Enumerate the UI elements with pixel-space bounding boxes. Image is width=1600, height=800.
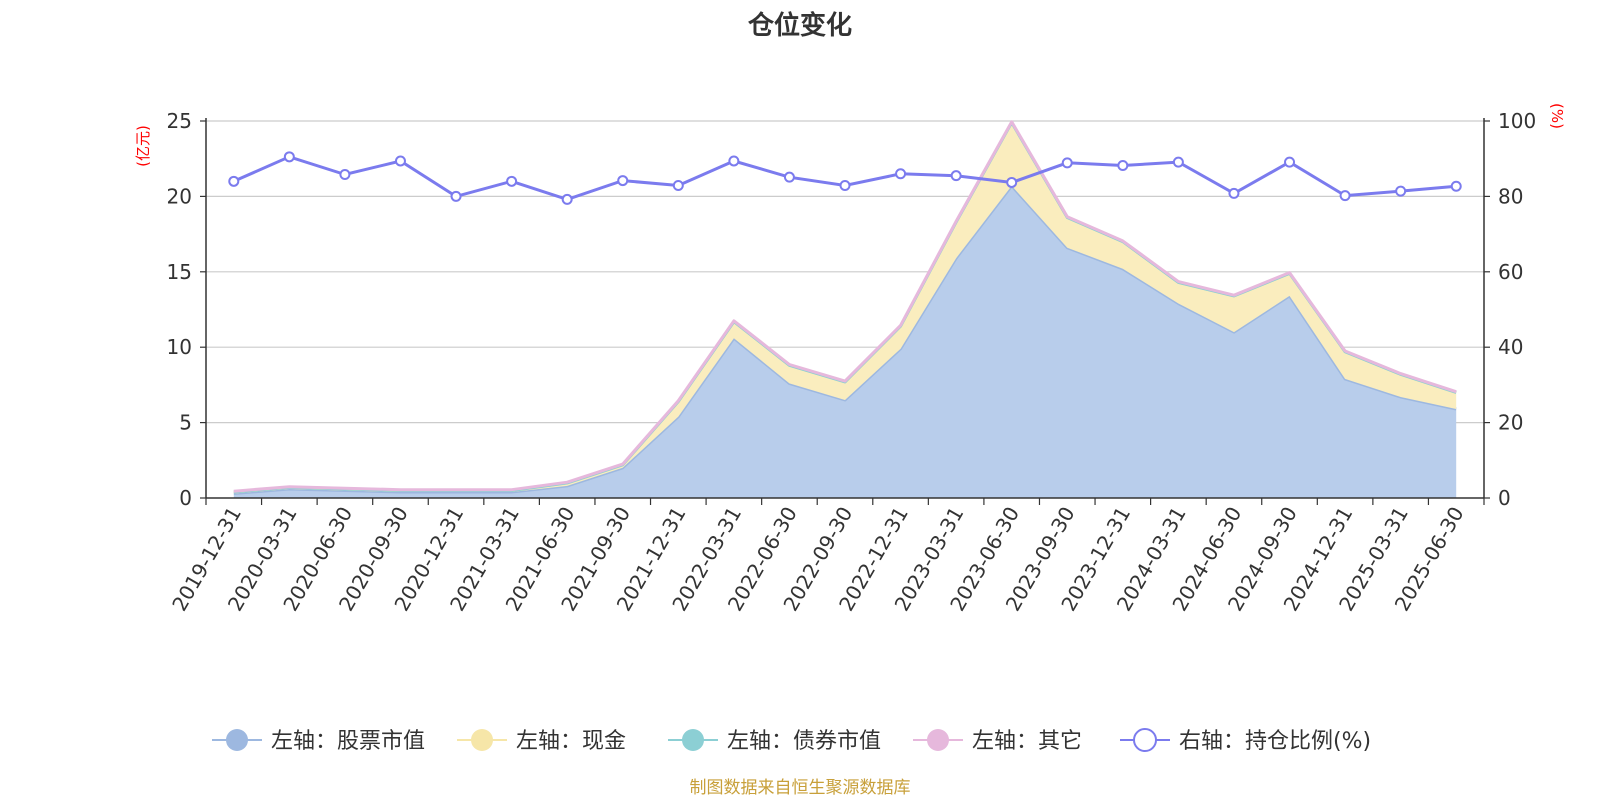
ratio-point[interactable] [394, 155, 406, 167]
ratio-point[interactable] [783, 171, 795, 183]
ratio-point[interactable] [506, 175, 518, 187]
ratio-point[interactable] [1339, 190, 1351, 202]
ratio-point[interactable] [1117, 159, 1129, 171]
ratio-point[interactable] [339, 169, 351, 181]
ratio-point[interactable] [950, 170, 962, 182]
ratio-point[interactable] [1061, 157, 1073, 169]
left-tick-label: 0 [179, 486, 192, 510]
ratio-point[interactable] [283, 151, 295, 163]
legend: 左轴：股票市值 左轴：现金 左轴：债券市值 左轴：其它 右轴：持仓比例(%) [212, 728, 1371, 754]
legend-marker [1133, 728, 1157, 752]
area-fill [233, 185, 1457, 499]
right-axis-unit: (%) [1548, 103, 1566, 129]
chart-title: 仓位变化 [747, 10, 852, 41]
legend-label: 左轴：股票市值 [271, 729, 425, 754]
legend-item[interactable]: 左轴：股票市值 [212, 729, 425, 754]
left-tick-label: 20 [167, 184, 192, 208]
right-tick-label: 60 [1498, 260, 1523, 284]
legend-marker [471, 729, 493, 751]
ratio-point[interactable] [450, 190, 462, 202]
ratio-point[interactable] [1395, 185, 1407, 197]
legend-marker [682, 729, 704, 751]
ratio-point[interactable] [561, 193, 573, 205]
left-tick-label: 25 [167, 109, 192, 133]
area-fill [233, 122, 1457, 494]
left-tick-label: 10 [167, 335, 192, 359]
ratio-point[interactable] [1450, 180, 1462, 192]
area-series [233, 120, 1457, 499]
legend-item[interactable]: 左轴：债券市值 [668, 729, 881, 754]
ratio-point[interactable] [1006, 176, 1018, 188]
left-tick-label: 5 [179, 411, 192, 435]
legend-item[interactable]: 右轴：持仓比例(%) [1120, 728, 1371, 754]
legend-item[interactable]: 左轴：现金 [457, 729, 626, 754]
left-tick-label: 15 [167, 260, 192, 284]
ratio-point[interactable] [1284, 156, 1296, 168]
legend-label: 右轴：持仓比例(%) [1179, 729, 1371, 754]
legend-marker [226, 729, 248, 751]
left-axis-unit: (亿元) [134, 125, 152, 167]
ratio-point[interactable] [1228, 187, 1240, 199]
right-tick-label: 100 [1498, 109, 1536, 133]
area-edge-line [233, 120, 1457, 493]
ratio-point[interactable] [617, 175, 629, 187]
ratio-point[interactable] [895, 168, 907, 180]
legend-label: 左轴：债券市值 [727, 729, 881, 754]
ratio-line [233, 155, 1457, 201]
legend-label: 左轴：现金 [516, 729, 626, 754]
ratio-point[interactable] [1172, 156, 1184, 168]
legend-marker [927, 729, 949, 751]
ratio-point[interactable] [672, 179, 684, 191]
right-tick-label: 80 [1498, 184, 1523, 208]
ratio-point[interactable] [839, 179, 851, 191]
ratio-line-series [228, 151, 1462, 205]
ratio-point[interactable] [228, 175, 240, 187]
legend-label: 左轴：其它 [972, 729, 1082, 754]
ratio-point[interactable] [728, 155, 740, 167]
right-tick-label: 40 [1498, 335, 1523, 359]
right-tick-label: 20 [1498, 411, 1523, 435]
source-note: 制图数据来自恒生聚源数据库 [690, 778, 911, 798]
legend-item[interactable]: 左轴：其它 [913, 729, 1082, 754]
right-tick-label: 0 [1498, 486, 1511, 510]
